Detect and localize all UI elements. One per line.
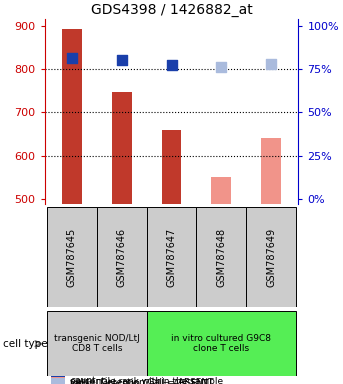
Text: rank, Detection Call = ABSENT: rank, Detection Call = ABSENT xyxy=(70,379,209,384)
Point xyxy=(119,57,125,63)
Point xyxy=(218,64,224,70)
Point xyxy=(69,55,75,61)
Bar xyxy=(246,207,296,307)
Bar xyxy=(211,177,231,204)
Text: GSM787648: GSM787648 xyxy=(216,228,226,287)
Bar xyxy=(62,29,82,204)
Text: GSM787649: GSM787649 xyxy=(266,228,276,287)
Text: transgenic NOD/LtJ
CD8 T cells: transgenic NOD/LtJ CD8 T cells xyxy=(54,334,140,353)
Text: GSM787647: GSM787647 xyxy=(166,228,177,287)
Text: value, Detection Call = ABSENT: value, Detection Call = ABSENT xyxy=(70,378,214,384)
Bar xyxy=(146,311,296,376)
Text: percentile rank within the sample: percentile rank within the sample xyxy=(70,377,223,384)
Point xyxy=(268,61,274,67)
Bar xyxy=(162,130,181,204)
Text: in vitro cultured G9C8
clone T cells: in vitro cultured G9C8 clone T cells xyxy=(171,334,271,353)
Text: GSM787645: GSM787645 xyxy=(67,228,77,287)
Bar xyxy=(47,311,146,376)
Bar xyxy=(261,139,281,204)
Title: GDS4398 / 1426882_at: GDS4398 / 1426882_at xyxy=(91,3,252,17)
Bar xyxy=(197,207,246,307)
Text: cell type: cell type xyxy=(3,339,48,349)
Point xyxy=(169,62,174,68)
Bar xyxy=(112,92,132,204)
Bar xyxy=(146,207,197,307)
Bar xyxy=(97,207,146,307)
Bar xyxy=(47,207,97,307)
Text: count: count xyxy=(70,376,96,384)
Text: GSM787646: GSM787646 xyxy=(117,228,127,287)
